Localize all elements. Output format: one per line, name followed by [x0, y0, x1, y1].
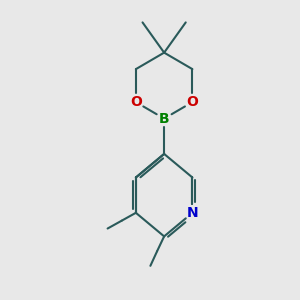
Text: O: O	[187, 95, 198, 109]
Text: O: O	[130, 95, 142, 109]
Text: N: N	[187, 206, 198, 220]
Text: B: B	[159, 112, 170, 126]
